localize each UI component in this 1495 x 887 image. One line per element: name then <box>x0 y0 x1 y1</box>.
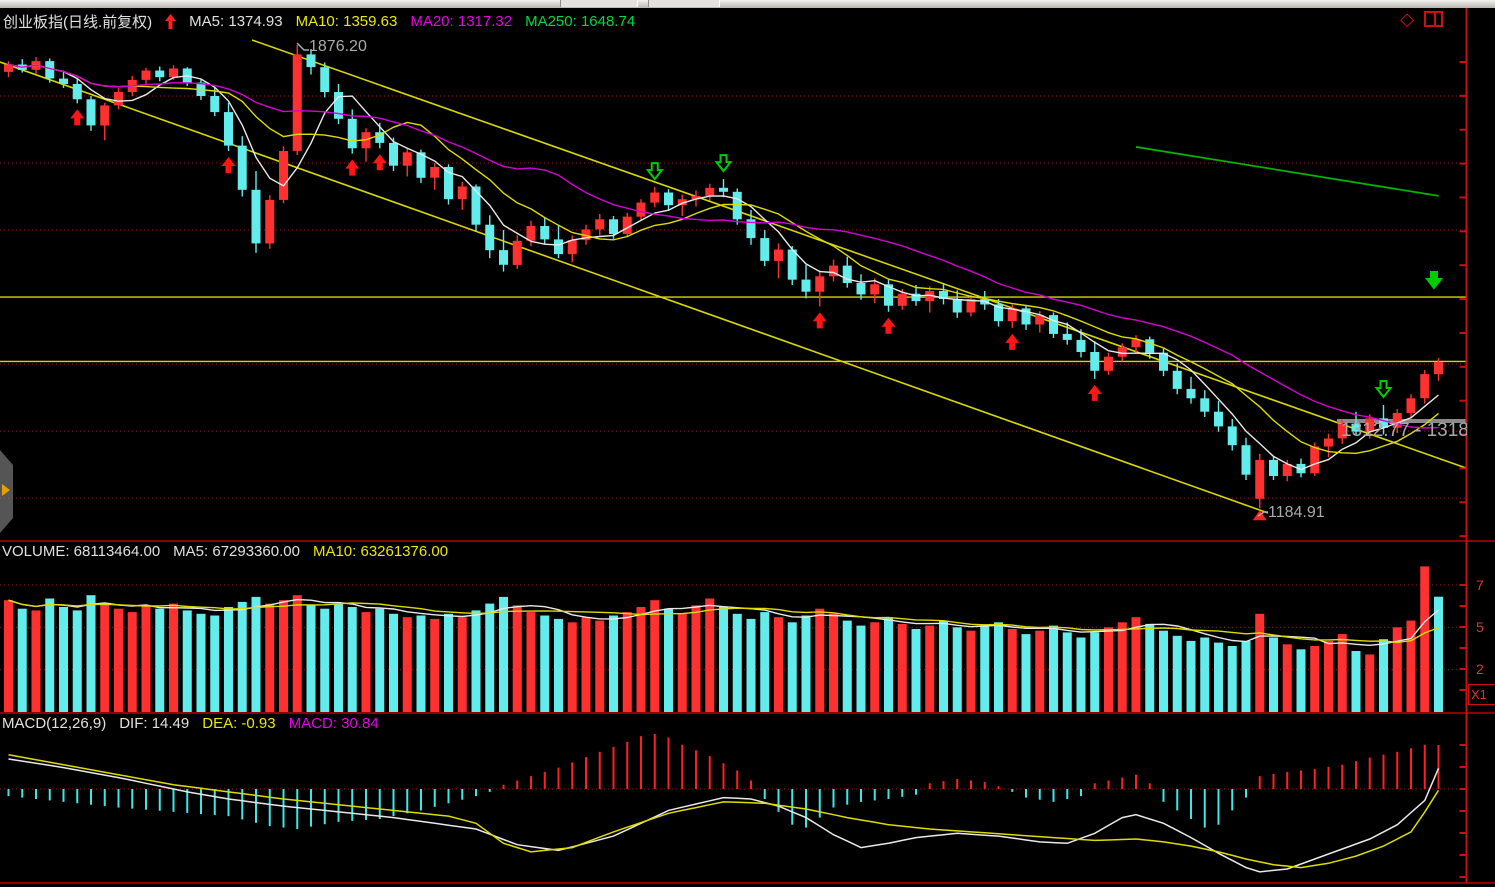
flyout-arrow-icon <box>2 484 10 496</box>
volume-axis-tick-5: 5 <box>1476 619 1484 635</box>
ma5-value: MA5: 1374.93 <box>189 13 283 30</box>
macd-header: MACD(12,26,9) DIF: 14.49 DEA: -0.93 MACD… <box>2 715 379 732</box>
window-top-strip <box>0 0 1495 8</box>
sidebar-flyout-tab[interactable] <box>0 450 13 533</box>
panel-corner-icons: ◇ <box>1400 10 1443 28</box>
price-range-label: 1312.77 - 1318 <box>1341 420 1467 441</box>
volume-value: VOLUME: 68113464.00 <box>2 543 161 560</box>
dif-value: DIF: 14.49 <box>119 715 190 732</box>
split-window-icon[interactable] <box>1424 11 1443 27</box>
ma20-value: MA20: 1317.32 <box>410 13 513 30</box>
toolbar-segment <box>560 0 638 7</box>
main-chart-header: 创业板指(日线.前复权) MA5: 1374.93 MA10: 1359.63 … <box>3 11 635 32</box>
toolbar-segment <box>648 0 720 7</box>
symbol-title: 创业板指(日线.前复权) <box>3 14 153 31</box>
volume-header: VOLUME: 68113464.00 MA5: 67293360.00 MA1… <box>2 543 448 560</box>
macd-name: MACD(12,26,9) <box>2 715 107 732</box>
ma250-value: MA250: 1648.74 <box>525 13 636 30</box>
volume-axis-tick-2: 2 <box>1476 661 1484 677</box>
volume-ma10-value: MA10: 63261376.00 <box>312 543 449 560</box>
dea-value: DEA: -0.93 <box>202 715 276 732</box>
ma10-value: MA10: 1359.63 <box>295 13 398 30</box>
up-arrow-icon <box>165 14 177 29</box>
volume-axis-tick-7: 7 <box>1476 577 1484 593</box>
macd-value: MACD: 30.84 <box>288 715 379 732</box>
volume-ma5-value: MA5: 67293360.00 <box>173 543 300 560</box>
axis-multiplier-badge: X1 <box>1468 684 1495 705</box>
diamond-icon[interactable]: ◇ <box>1400 9 1414 29</box>
peak-price-label: 1876.20 <box>309 38 367 55</box>
low-price-label: 1184.91 <box>1268 504 1325 521</box>
